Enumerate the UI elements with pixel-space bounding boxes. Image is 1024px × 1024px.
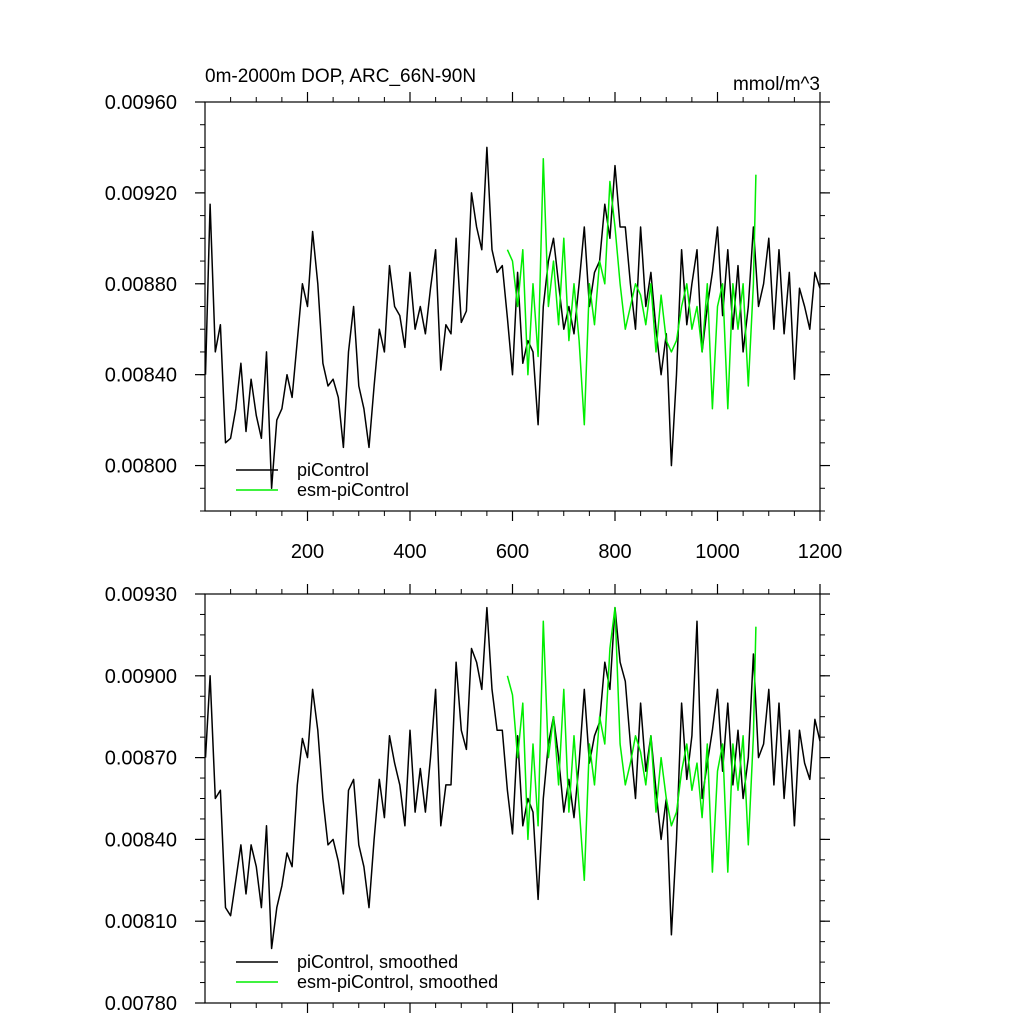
bottom-panel: 0.00780 0.00810 0.00840 0.00870 0.00900 0.009… — [105, 584, 830, 1015]
top-x-tick-label: 400 — [393, 541, 426, 563]
top-x-tick-label: 200 — [291, 541, 324, 563]
top-plot-frame — [204, 101, 821, 512]
top-ticks: 0.00800 0.00840 0.00880 0.00920 0.00960 200 40… — [105, 92, 843, 563]
top-x-tick-label: 800 — [598, 541, 631, 563]
bottom-series-line-picontrol-smoothed — [204, 606, 821, 950]
top-y-tick-label: 0.00880 — [105, 274, 177, 296]
top-x-tick-label: 600 — [496, 541, 529, 563]
bottom-legend: piControl, smoothed esm-piControl, smoot… — [236, 952, 498, 992]
top-x-tick-label: 1000 — [695, 541, 740, 563]
top-series-line-picontrol — [204, 146, 821, 490]
top-y-tick-label: 0.00800 — [105, 456, 177, 478]
legend-label-esm-picontrol-smoothed: esm-piControl, smoothed — [297, 972, 498, 992]
bottom-series-line-esm-picontrol-smoothed — [506, 606, 757, 882]
bottom-ticks: 0.00780 0.00810 0.00840 0.00870 0.00900 0.009… — [105, 584, 830, 1015]
units-label: mmol/m^3 — [733, 74, 820, 95]
chart-title: 0m-2000m DOP, ARC_66N-90N — [205, 66, 476, 87]
top-legend: piControl esm-piControl — [236, 460, 409, 500]
bottom-series-lines — [204, 606, 821, 950]
top-y-tick-label: 0.00960 — [105, 92, 177, 114]
bottom-y-tick-label: 0.00780 — [105, 993, 177, 1015]
bottom-y-tick-label: 0.00930 — [105, 584, 177, 606]
bottom-y-tick-label: 0.00810 — [105, 911, 177, 933]
legend-label-picontrol-smoothed: piControl, smoothed — [297, 952, 458, 972]
top-y-tick-label: 0.00840 — [105, 365, 177, 387]
bottom-plot-frame — [204, 593, 821, 1004]
legend-label-picontrol: piControl — [297, 460, 369, 480]
top-panel: 0m-2000m DOP, ARC_66N-90N mmol/m^3 0.008… — [105, 66, 843, 563]
top-series-lines — [204, 146, 821, 490]
top-y-tick-label: 0.00920 — [105, 183, 177, 205]
bottom-y-tick-label: 0.00870 — [105, 748, 177, 770]
legend-label-esm-picontrol: esm-piControl — [297, 480, 409, 500]
top-series-line-esm-picontrol — [506, 158, 757, 426]
top-x-tick-label: 1200 — [798, 541, 843, 563]
bottom-y-tick-label: 0.00900 — [105, 666, 177, 688]
bottom-y-tick-label: 0.00840 — [105, 829, 177, 851]
